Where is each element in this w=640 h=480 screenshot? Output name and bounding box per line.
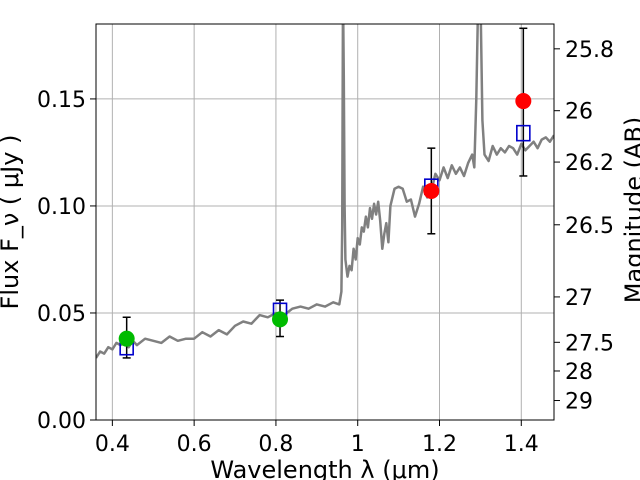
x-tick-label: 0.8	[258, 432, 293, 457]
x-tick-label: 0.4	[95, 432, 130, 457]
y-tick-label: 0.05	[37, 302, 86, 327]
y2-axis-label: Magnitude (AB)	[620, 117, 640, 303]
observed-circle-markers	[118, 93, 532, 347]
plot-frame	[95, 23, 555, 421]
y2-tick-label: 27	[565, 286, 593, 311]
y-axis-ticks: 0.00 0.05 0.10 0.15	[37, 88, 96, 434]
x-tick-label: 1.2	[422, 432, 457, 457]
x-axis-ticks: 0.4 0.6 0.8 1 1.2 1.4	[95, 420, 539, 457]
y2-tick-label: 26	[565, 100, 593, 125]
y2-axis-ticks: 25.8 26 26.2 26.5 27 27.5 28 29	[554, 38, 614, 415]
spectrum-line	[96, 24, 554, 359]
plot-area	[96, 24, 554, 420]
model-square-marker	[516, 124, 531, 142]
y2-tick-label: 29	[565, 390, 593, 415]
y2-tick-label: 28	[565, 360, 593, 385]
x-tick-label: 1.4	[504, 432, 539, 457]
observed-point	[423, 182, 440, 199]
y-tick-label: 0.00	[37, 409, 86, 434]
y2-tick-label: 27.5	[565, 331, 614, 356]
y-axis-label: Flux F_ν ( μJy )	[0, 135, 24, 310]
x-axis-label: Wavelength λ (μm)	[210, 456, 439, 480]
observed-point	[272, 311, 289, 328]
y-tick-label: 0.15	[37, 88, 86, 113]
y2-tick-label: 25.8	[565, 38, 614, 63]
x-tick-label: 1	[351, 432, 365, 457]
spectrum-layer	[96, 24, 554, 359]
observed-point	[118, 330, 135, 347]
y2-tick-label: 26.2	[565, 151, 614, 176]
x-tick-label: 0.6	[177, 432, 212, 457]
y2-tick-label: 26.5	[565, 214, 614, 239]
observed-point	[515, 93, 532, 110]
y-tick-label: 0.10	[37, 195, 86, 220]
